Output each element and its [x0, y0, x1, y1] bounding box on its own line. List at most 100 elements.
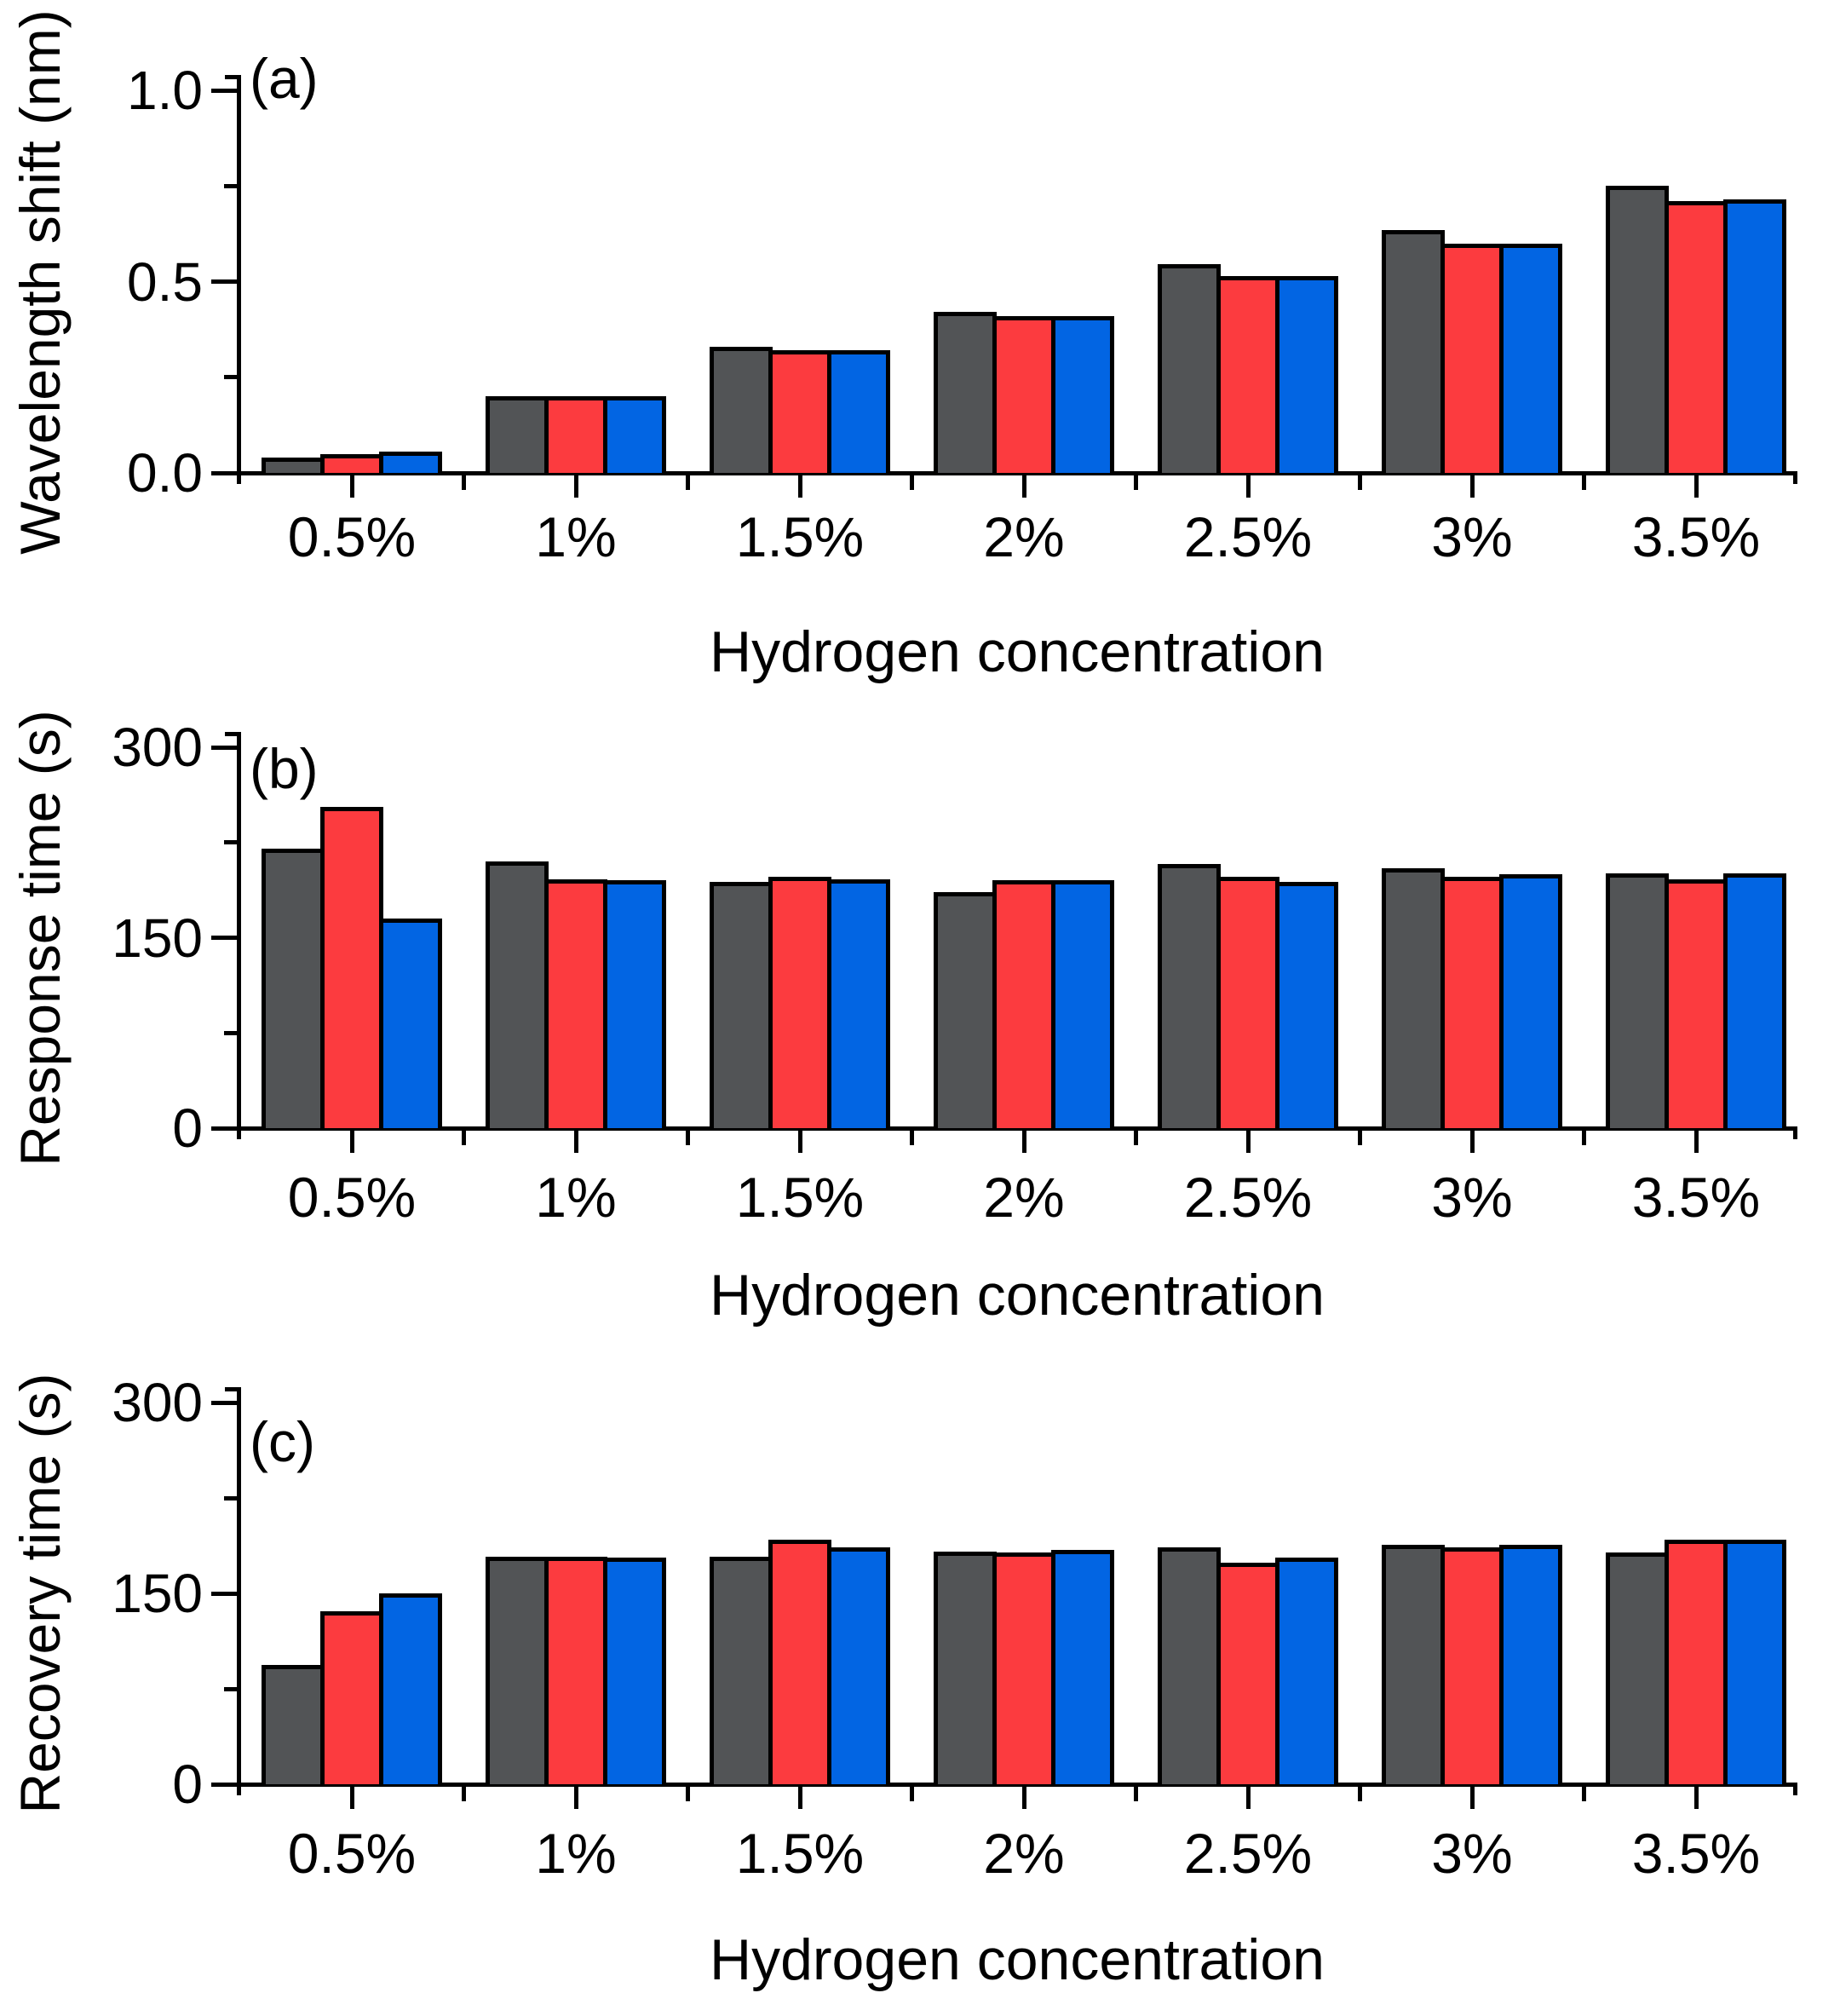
bar-blue-2.5%	[1275, 1558, 1338, 1784]
bar-blue-2.5%	[1275, 882, 1338, 1128]
bar-group-2.5%	[1158, 864, 1338, 1128]
bar-blue-3.5%	[1723, 199, 1786, 473]
bar-group-1.5%	[710, 877, 890, 1128]
y-major-tick	[211, 936, 237, 940]
y-tick-label: 1.0	[127, 60, 203, 121]
x-minor-tick	[1358, 475, 1362, 490]
bar-red-1.5%	[768, 877, 831, 1128]
bar-blue-3%	[1499, 1545, 1562, 1784]
bar-blue-0.5%	[379, 919, 442, 1128]
x-major-tick	[1245, 1130, 1251, 1153]
bar-red-0.5%	[320, 454, 383, 473]
bar-red-0.5%	[320, 1611, 383, 1784]
panel-letter-b: (b)	[250, 737, 319, 800]
bar-red-3%	[1440, 1547, 1504, 1784]
x-minor-tick	[686, 475, 690, 490]
y-minor-tick	[224, 1030, 237, 1035]
bar-blue-3.5%	[1723, 873, 1786, 1128]
bar-dark-gray-1%	[486, 861, 549, 1128]
x-minor-tick	[462, 1786, 466, 1801]
x-tick-label: 3%	[1431, 1166, 1513, 1229]
bar-dark-gray-3%	[1382, 1545, 1445, 1784]
x-minor-tick	[462, 1130, 466, 1145]
x-major-tick	[1469, 1130, 1475, 1153]
bar-group-3%	[1382, 868, 1562, 1128]
bar-blue-0.5%	[379, 452, 442, 473]
x-major-tick	[573, 475, 578, 498]
y-tick-label: 0.5	[127, 251, 203, 313]
bar-blue-1%	[603, 880, 666, 1128]
x-edge-tick	[1793, 1784, 1797, 1795]
y-major-tick	[211, 1126, 237, 1131]
bar-blue-2%	[1051, 880, 1114, 1128]
bar-dark-gray-3.5%	[1606, 1552, 1669, 1784]
bar-red-1%	[544, 396, 607, 473]
y-major-tick	[211, 279, 237, 284]
x-tick-label: 1.5%	[735, 1822, 865, 1885]
x-axis-spine	[237, 470, 1797, 475]
bar-dark-gray-1%	[486, 1557, 549, 1784]
x-major-tick	[573, 1786, 578, 1809]
x-tick-label: 3%	[1431, 505, 1513, 568]
bar-group-2%	[934, 312, 1114, 473]
y-tick-label: 150	[112, 907, 203, 969]
x-major-tick	[1693, 1130, 1699, 1153]
bar-group-2.5%	[1158, 1547, 1338, 1784]
y-axis-title: Recovery time (s)	[9, 1373, 72, 1814]
x-minor-tick	[910, 1130, 914, 1145]
x-axis-title: Hydrogen concentration	[709, 1927, 1325, 1992]
y-minor-tick	[224, 1495, 237, 1500]
y-axis-title: Response time (s)	[9, 709, 72, 1166]
x-major-tick	[1469, 475, 1475, 498]
bar-dark-gray-0.5%	[262, 458, 325, 473]
plot-area-b: 0 150 300	[112, 717, 1797, 1159]
bar-blue-1.5%	[827, 879, 890, 1128]
bar-dark-gray-0.5%	[262, 1665, 325, 1784]
bar-group-1%	[486, 1557, 666, 1784]
x-major-tick	[349, 475, 354, 498]
bar-dark-gray-2.5%	[1158, 264, 1221, 473]
bar-group-0.5%	[262, 807, 442, 1128]
bar-blue-1.5%	[827, 350, 890, 473]
bar-red-3.5%	[1665, 1540, 1728, 1784]
bar-dark-gray-1.5%	[710, 882, 773, 1128]
bar-red-2.5%	[1216, 276, 1279, 473]
bar-red-2%	[992, 1552, 1055, 1784]
x-minor-tick	[1358, 1786, 1362, 1801]
bar-red-2%	[992, 880, 1055, 1128]
x-major-tick	[1021, 1786, 1026, 1809]
x-major-tick	[1245, 475, 1251, 498]
x-edge-tick	[1793, 473, 1797, 484]
bar-blue-3.5%	[1723, 1540, 1786, 1784]
bar-group-3.5%	[1606, 873, 1786, 1128]
x-axis-spine	[237, 1782, 1797, 1787]
bar-dark-gray-2%	[934, 312, 997, 473]
bar-group-3%	[1382, 230, 1562, 473]
x-minor-tick	[686, 1130, 690, 1145]
y-axis-end-tick	[225, 732, 237, 736]
bar-group-0.5%	[262, 1593, 442, 1784]
x-tick-label: 1%	[535, 1166, 617, 1229]
x-tick-label: 1.5%	[735, 1166, 865, 1229]
x-major-tick	[1021, 1130, 1026, 1153]
x-minor-tick	[1582, 1786, 1586, 1801]
y-major-tick	[211, 1400, 237, 1405]
bar-red-1.5%	[768, 350, 831, 473]
x-edge-tick	[237, 473, 241, 484]
bar-group-0.5%	[262, 452, 442, 473]
panel-letter-a: (a)	[250, 47, 319, 110]
bar-dark-gray-2%	[934, 1552, 997, 1784]
bar-blue-1%	[603, 1558, 666, 1784]
x-tick-label: 2%	[983, 1822, 1065, 1885]
x-major-tick	[1021, 475, 1026, 498]
x-minor-tick	[1134, 475, 1138, 490]
x-major-tick	[573, 1130, 578, 1153]
x-minor-tick	[686, 1786, 690, 1801]
bar-blue-1%	[603, 396, 666, 473]
y-tick-label: 0.0	[127, 442, 203, 504]
bar-group-1%	[486, 396, 666, 473]
bar-blue-3%	[1499, 244, 1562, 473]
bar-dark-gray-3.5%	[1606, 186, 1669, 473]
bar-group-2%	[934, 1550, 1114, 1784]
y-major-tick	[211, 1782, 237, 1787]
